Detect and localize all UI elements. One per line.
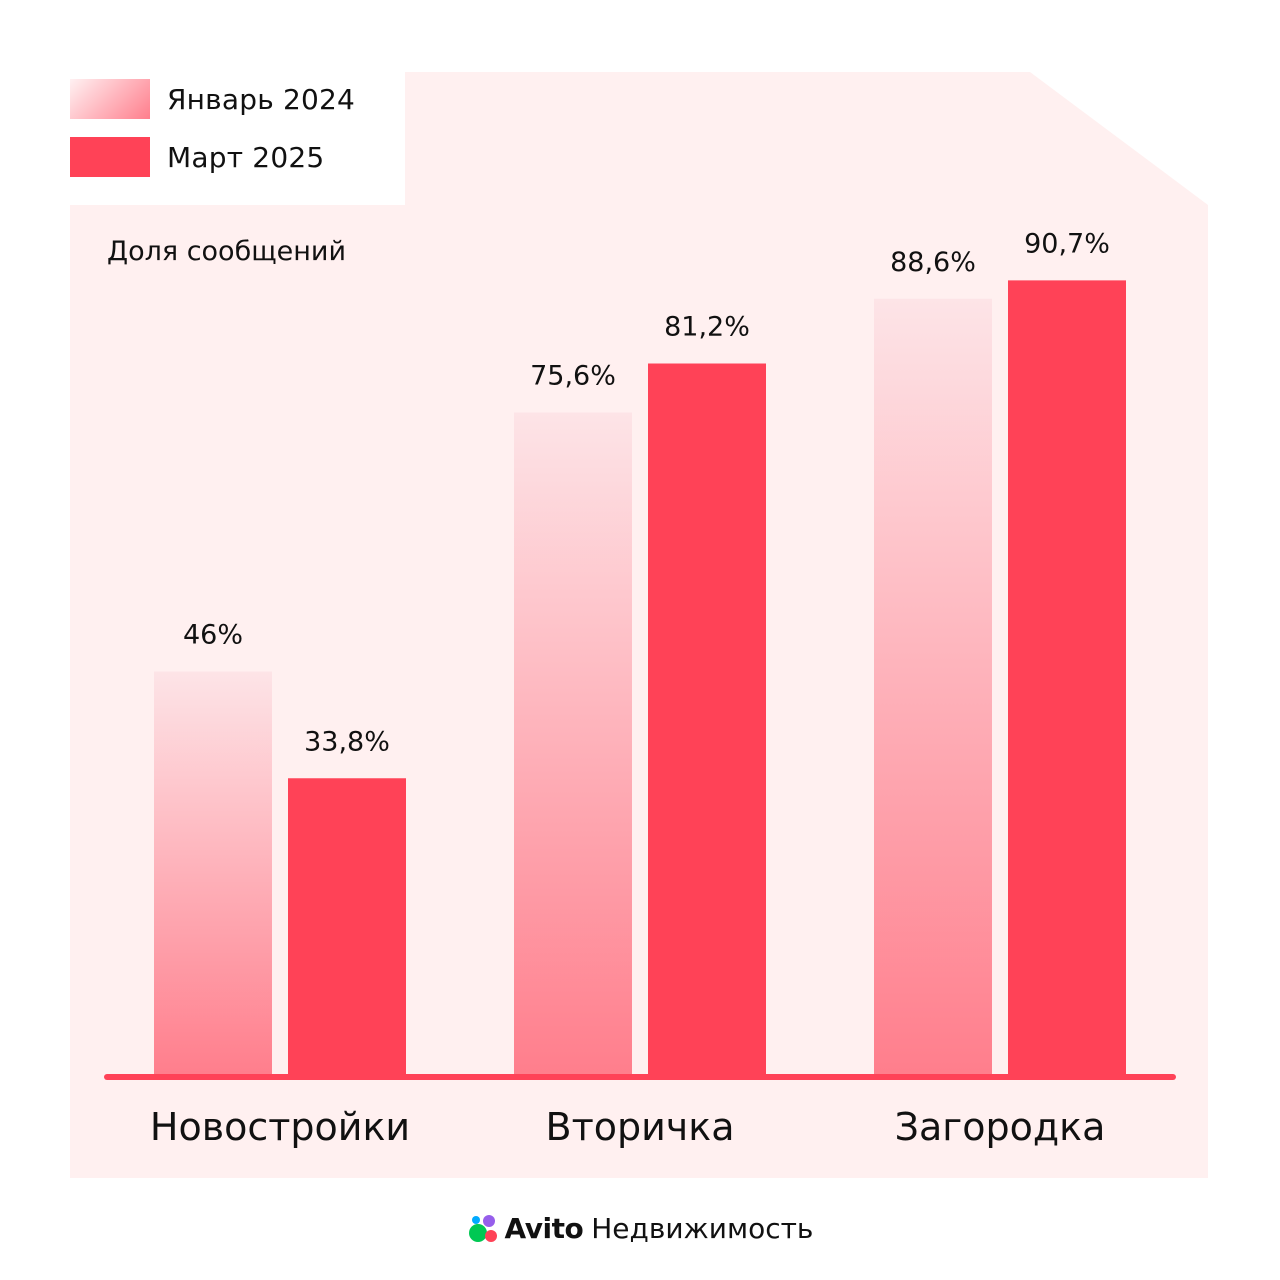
legend-label: Январь 2024	[167, 82, 356, 116]
bar-value-label: 33,8%	[304, 726, 390, 757]
brand-product: Недвижимость	[591, 1211, 814, 1245]
bar-value-label: 81,2%	[664, 312, 750, 343]
legend: Январь 2024 Март 2025	[70, 72, 405, 205]
footer-brand: Avito Недвижимость	[0, 1208, 1280, 1248]
y-axis-caption: Доля сообщений	[107, 236, 347, 267]
bar-mar-2025-1	[648, 363, 766, 1074]
bar-jan-2024-0	[154, 671, 272, 1074]
bar-mar-2025-2	[1008, 280, 1126, 1074]
brand-name: Avito	[504, 1211, 584, 1245]
legend-swatch-gradient	[70, 79, 150, 119]
category-label: Вторичка	[546, 1105, 735, 1149]
legend-label: Март 2025	[167, 140, 325, 174]
category-label: Новостройки	[150, 1105, 410, 1149]
bar-value-label: 90,7%	[1024, 228, 1110, 259]
bar-value-label: 46%	[183, 620, 243, 651]
bar-value-label: 75,6%	[530, 361, 616, 392]
bar-mar-2025-0	[288, 778, 406, 1074]
avito-dots-icon	[468, 1215, 497, 1242]
category-label: Загородка	[895, 1105, 1106, 1149]
legend-swatch-solid	[70, 137, 150, 177]
bar-jan-2024-1	[514, 412, 632, 1074]
legend-item-jan-2024: Январь 2024	[70, 78, 355, 120]
bar-value-label: 88,6%	[890, 247, 976, 278]
bar-jan-2024-2	[874, 298, 992, 1074]
legend-item-mar-2025: Март 2025	[70, 136, 324, 178]
